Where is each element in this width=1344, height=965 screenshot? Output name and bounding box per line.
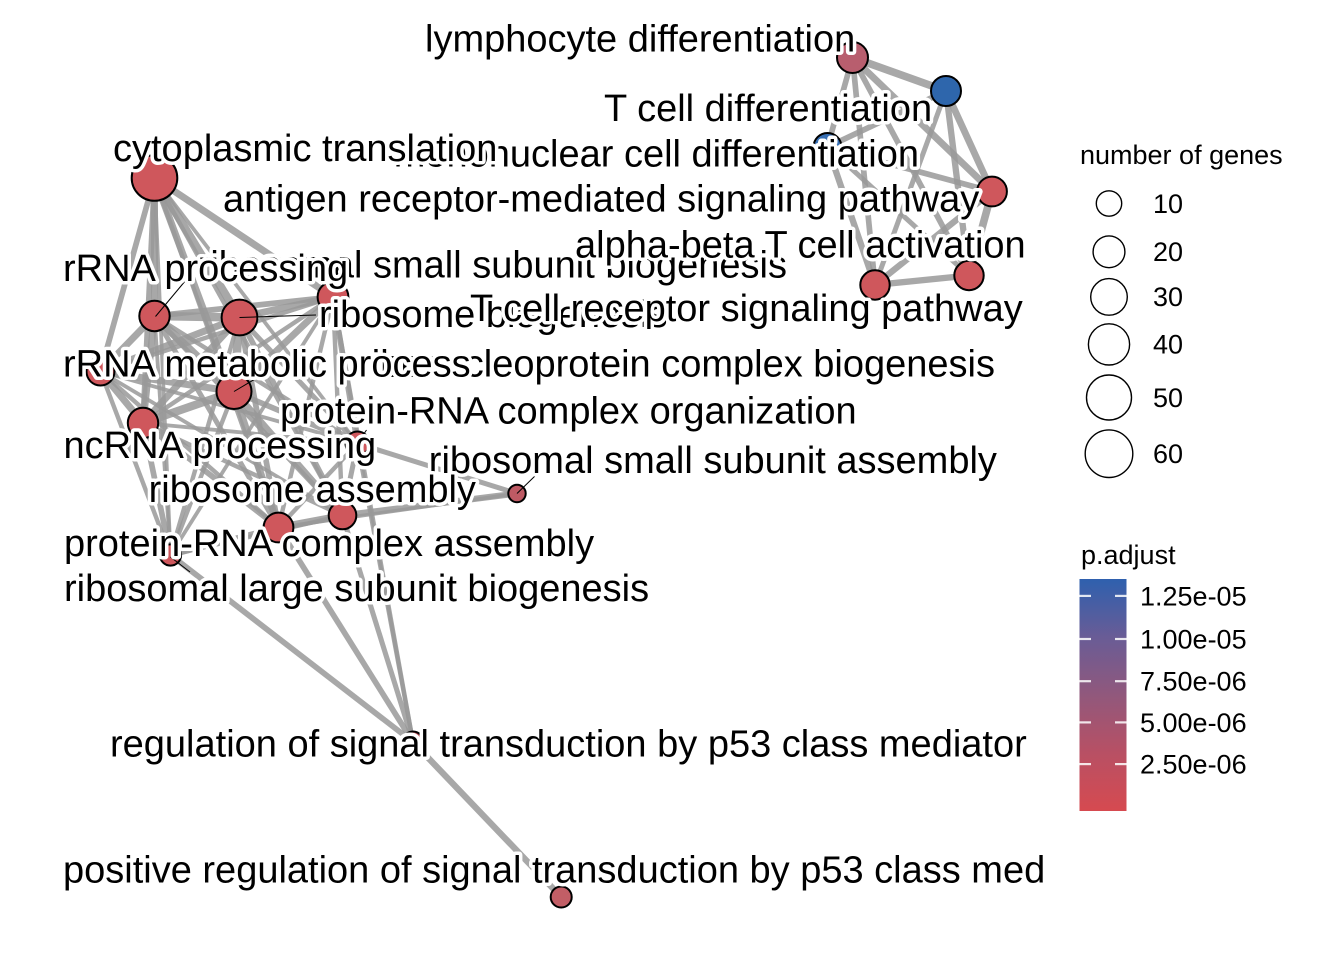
svg-text:40: 40	[1153, 330, 1183, 360]
svg-text:5.00e-06: 5.00e-06	[1140, 708, 1247, 738]
svg-text:ribosome assembly: ribosome assembly	[149, 469, 476, 511]
svg-text:p.adjust: p.adjust	[1081, 540, 1176, 570]
svg-text:antigen receptor-mediated sign: antigen receptor-mediated signaling path…	[223, 179, 979, 221]
svg-text:1.00e-05: 1.00e-05	[1140, 625, 1247, 655]
svg-text:10: 10	[1153, 189, 1183, 219]
svg-text:7.50e-06: 7.50e-06	[1140, 667, 1247, 697]
svg-text:T cell differentiation: T cell differentiation	[604, 88, 932, 130]
svg-text:mononuclear cell differentiati: mononuclear cell differentiation	[394, 134, 919, 176]
svg-text:positive regulation of signal: positive regulation of signal transducti…	[63, 850, 1119, 892]
svg-text:protein-RNA complex assembly: protein-RNA complex assembly	[64, 523, 594, 565]
svg-text:20: 20	[1153, 237, 1183, 267]
svg-text:ribosomal small subunit biogen: ribosomal small subunit biogenesis	[198, 244, 787, 286]
svg-text:30: 30	[1153, 282, 1183, 312]
svg-text:ribosomal large subunit biogen: ribosomal large subunit biogenesis	[64, 568, 649, 610]
svg-text:50: 50	[1153, 383, 1183, 413]
svg-text:regulation of signal transduct: regulation of signal transduction by p53…	[110, 724, 1027, 766]
svg-text:1.25e-05: 1.25e-05	[1140, 581, 1247, 611]
svg-text:ncRNA processing: ncRNA processing	[64, 425, 377, 467]
svg-text:alpha-beta T cell activation: alpha-beta T cell activation	[575, 225, 1026, 267]
svg-text:T cell receptor signaling path: T cell receptor signaling pathway	[470, 288, 1023, 330]
svg-text:lymphocyte differentiation: lymphocyte differentiation	[425, 19, 855, 61]
svg-text:rRNA processing: rRNA processing	[63, 248, 348, 290]
svg-text:60: 60	[1153, 439, 1183, 469]
svg-text:rRNA metabolic process: rRNA metabolic process	[63, 344, 471, 386]
svg-text:ribosomal small subunit assemb: ribosomal small subunit assembly	[429, 440, 997, 482]
svg-text:protein-RNA complex organizati: protein-RNA complex organization	[280, 391, 857, 433]
svg-text:cytoplasmic translation: cytoplasmic translation	[113, 128, 497, 170]
svg-text:ribonucleoprotein complex biog: ribonucleoprotein complex biogenesis	[359, 344, 995, 386]
svg-text:number of genes: number of genes	[1080, 140, 1283, 170]
svg-text:ribosome biogenesis: ribosome biogenesis	[319, 294, 668, 336]
svg-text:2.50e-06: 2.50e-06	[1140, 750, 1247, 780]
